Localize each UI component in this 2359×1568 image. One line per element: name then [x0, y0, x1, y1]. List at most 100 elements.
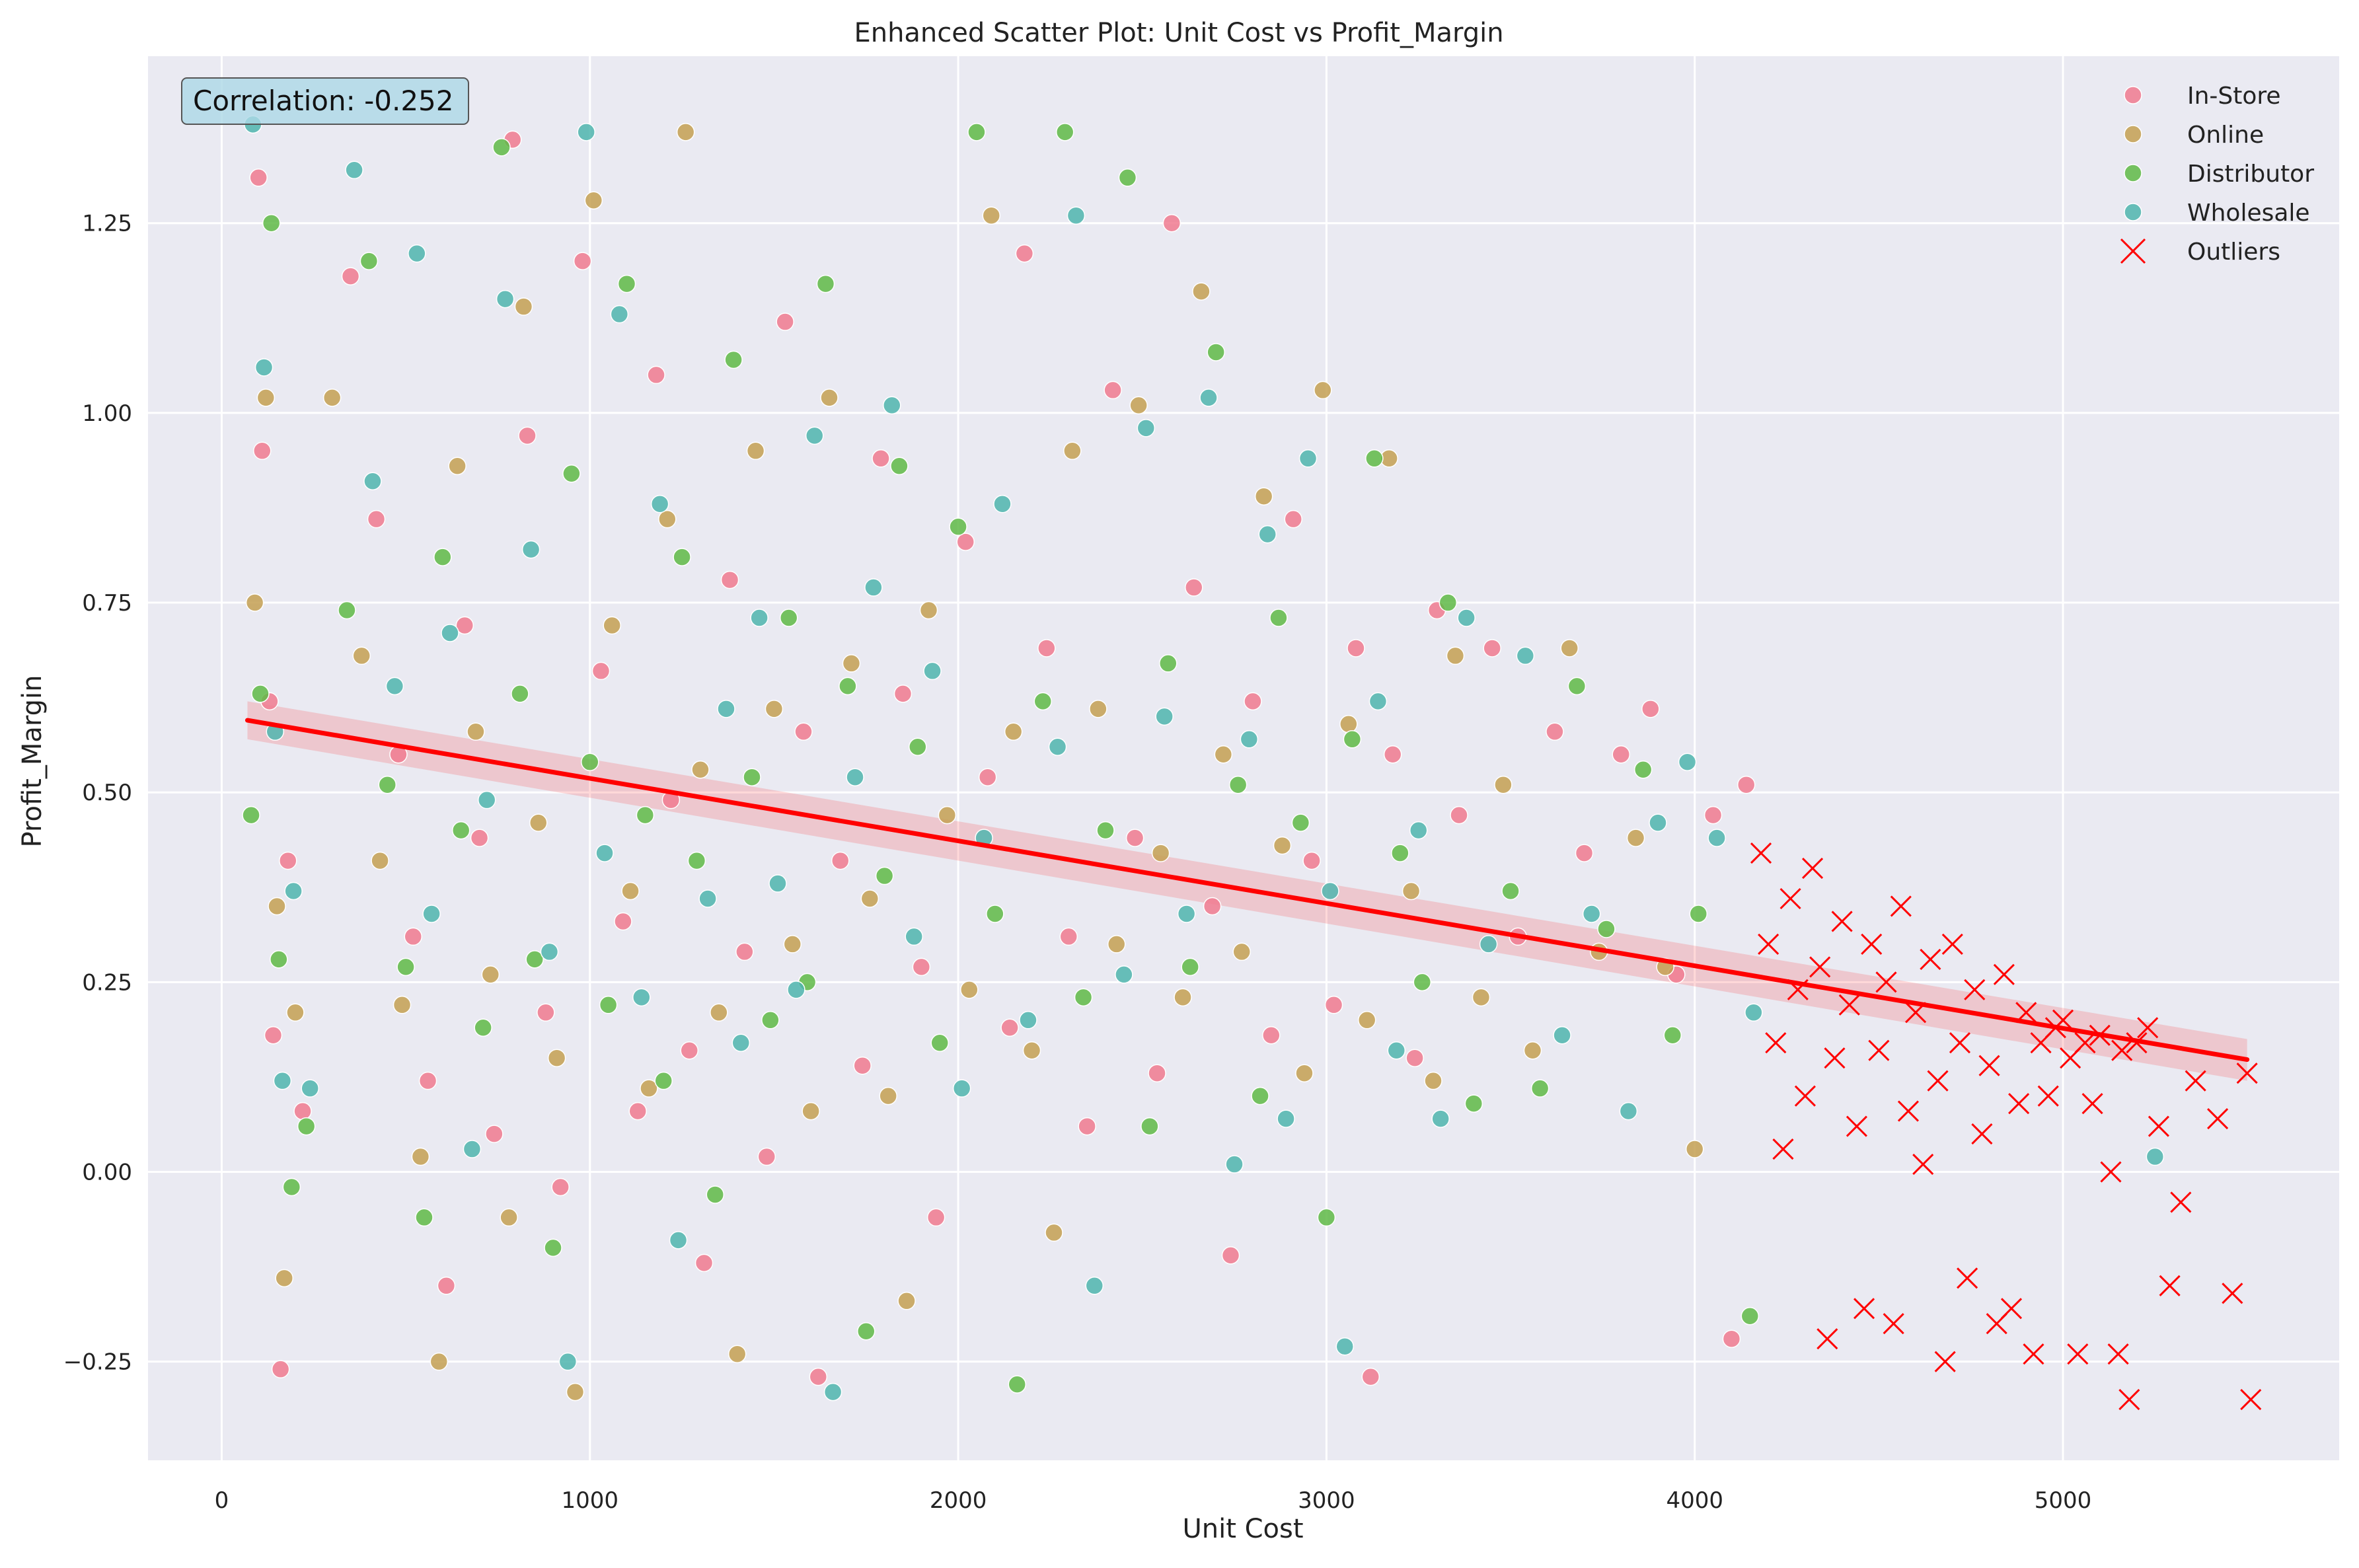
- data-point: [743, 768, 761, 786]
- x-tick-label: 0: [215, 1487, 229, 1514]
- outlier-markers: [1750, 842, 2262, 1411]
- data-point: [938, 805, 957, 825]
- data-point: [1295, 1064, 1314, 1082]
- data-point: [930, 1033, 949, 1052]
- data-point: [1626, 829, 1645, 847]
- data-point: [1357, 1011, 1376, 1029]
- data-point: [408, 244, 426, 263]
- data-point: [1254, 487, 1273, 505]
- data-point: [282, 1177, 301, 1197]
- data-point: [1391, 844, 1409, 862]
- data-point: [949, 517, 967, 536]
- outlier-marker: [2008, 1093, 2030, 1115]
- data-point: [890, 457, 909, 476]
- outlier-marker: [1920, 948, 1941, 970]
- data-point: [1228, 775, 1248, 794]
- outlier-marker: [2137, 1017, 2159, 1039]
- data-point: [529, 813, 548, 832]
- data-point: [396, 957, 415, 977]
- data-point: [293, 1101, 312, 1121]
- data-point: [275, 1269, 293, 1288]
- data-point: [1000, 1018, 1019, 1037]
- data-point: [1317, 1208, 1336, 1227]
- data-point: [1431, 1109, 1450, 1128]
- data-point: [1741, 1307, 1760, 1325]
- data-point: [455, 616, 474, 635]
- data-point: [698, 889, 717, 908]
- data-point: [802, 1101, 820, 1121]
- data-point: [1033, 692, 1053, 711]
- data-point: [1494, 775, 1513, 794]
- outlier-marker: [1846, 1115, 1867, 1137]
- outlier-marker: [1794, 1085, 1816, 1107]
- trend-line-group: [244, 718, 2250, 1063]
- outlier-marker: [2100, 1161, 2122, 1183]
- data-point: [378, 775, 397, 794]
- data-point: [573, 252, 592, 270]
- outlier-marker: [1941, 933, 1963, 955]
- data-point: [1663, 1026, 1682, 1045]
- data-point: [1104, 381, 1122, 400]
- data-point: [986, 905, 1004, 923]
- correlation-annotation-box: [181, 77, 469, 125]
- data-point: [680, 1041, 698, 1060]
- data-point: [883, 396, 901, 415]
- data-point: [474, 1018, 492, 1037]
- data-point: [418, 1071, 437, 1090]
- data-point: [1022, 1041, 1041, 1060]
- legend-label: Wholesale: [2187, 200, 2310, 227]
- legend-marker: [2124, 203, 2142, 221]
- data-point: [547, 1049, 566, 1067]
- data-point: [1045, 1223, 1063, 1242]
- outlier-marker: [2023, 1343, 2044, 1365]
- data-point: [463, 1140, 482, 1158]
- data-point: [694, 1253, 714, 1273]
- data-point: [731, 1033, 751, 1052]
- data-point: [1125, 829, 1144, 847]
- data-point: [514, 297, 533, 316]
- data-point: [720, 570, 739, 589]
- data-point: [1115, 965, 1133, 984]
- data-point: [1155, 707, 1174, 726]
- outlier-marker: [2037, 1085, 2059, 1107]
- data-point: [1553, 1026, 1571, 1045]
- data-point: [809, 1367, 828, 1386]
- data-point: [724, 350, 743, 369]
- data-point: [768, 874, 787, 893]
- data-point: [1737, 775, 1756, 794]
- data-point: [879, 1086, 897, 1105]
- data-point: [437, 1277, 456, 1295]
- data-point: [518, 426, 537, 445]
- data-point: [1177, 905, 1196, 923]
- outlier-marker: [2118, 1389, 2140, 1411]
- data-point: [286, 1003, 305, 1022]
- data-point: [577, 123, 595, 141]
- data-point: [746, 441, 765, 461]
- data-point: [1314, 381, 1332, 400]
- data-point: [322, 389, 342, 407]
- data-point: [1221, 1246, 1240, 1265]
- outlier-marker: [1854, 1298, 1875, 1320]
- data-point: [1262, 1026, 1281, 1045]
- legend-marker: [2124, 164, 2142, 182]
- data-point: [544, 1238, 562, 1257]
- data-point: [1641, 700, 1660, 718]
- outlier-marker: [1993, 963, 2015, 985]
- data-point: [1118, 168, 1137, 187]
- data-point: [839, 677, 857, 696]
- data-point: [658, 509, 677, 529]
- outlier-marker: [1912, 1153, 1934, 1176]
- data-point: [905, 927, 923, 946]
- data-point: [1225, 1155, 1244, 1174]
- data-point: [893, 685, 913, 703]
- data-point: [1744, 1003, 1763, 1022]
- data-point: [245, 593, 264, 612]
- outlier-marker: [2111, 1039, 2133, 1061]
- outlier-marker: [1758, 933, 1779, 955]
- data-point: [1151, 844, 1170, 862]
- data-point: [1129, 396, 1148, 415]
- data-point: [1633, 760, 1653, 779]
- data-point: [1203, 897, 1222, 916]
- outlier-marker: [1927, 1070, 1949, 1092]
